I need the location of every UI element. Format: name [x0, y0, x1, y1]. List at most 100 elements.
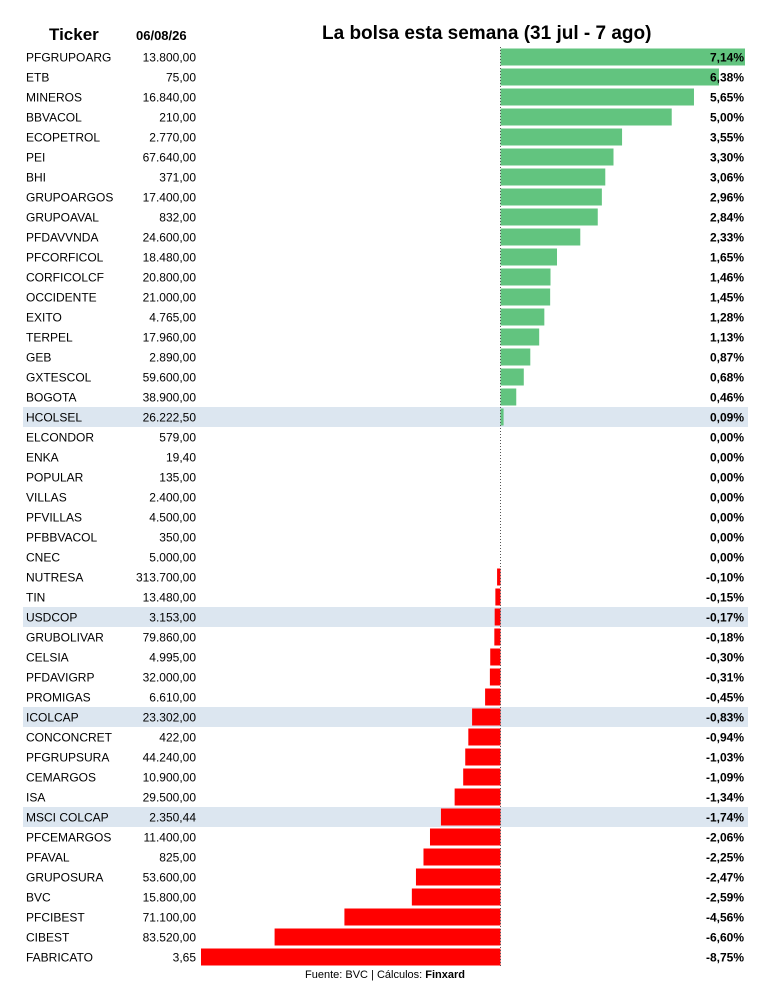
price-value-gxtescol: 59.600,00	[143, 371, 197, 385]
ticker-label-corficolcf: CORFICOLCF	[26, 271, 104, 285]
ticker-label-hcolsel: HCOLSEL	[26, 411, 82, 425]
price-value-terpel: 17.960,00	[143, 331, 197, 345]
price-value-cnec: 5.000,00	[149, 551, 196, 565]
bar-pfgrupsura	[465, 748, 501, 766]
bar-usdcop	[494, 608, 501, 626]
price-value-pei: 67.640,00	[143, 151, 197, 165]
ticker-label-bbvacol: BBVACOL	[26, 111, 82, 125]
price-value-pfaval: 825,00	[159, 851, 196, 865]
price-value-icolcap: 23.302,00	[143, 711, 197, 725]
change-label-corficolcf: 1,46%	[710, 271, 744, 285]
highlight-row-usdcop	[23, 607, 748, 627]
bar-bvc	[411, 888, 501, 906]
ticker-label-enka: ENKA	[26, 451, 59, 465]
ticker-column-header: Ticker	[49, 25, 99, 44]
ticker-label-bvc: BVC	[26, 891, 51, 905]
price-value-cibest: 83.520,00	[143, 931, 197, 945]
ticker-label-cemargos: CEMARGOS	[26, 771, 96, 785]
ticker-label-mineros: MINEROS	[26, 91, 82, 105]
change-label-pfdavigrp: -0,31%	[706, 671, 744, 685]
change-label-etb: 6,38%	[710, 71, 744, 85]
bar-ecopetrol	[500, 128, 623, 146]
change-label-celsia: -0,30%	[706, 651, 744, 665]
change-label-fabricato: -8,75%	[706, 951, 744, 965]
change-label-pfcorficol: 1,65%	[710, 251, 744, 265]
change-label-pfaval: -2,25%	[706, 851, 744, 865]
ticker-label-pei: PEI	[26, 151, 45, 165]
bar-promigas	[485, 688, 501, 706]
bar-etb	[500, 68, 719, 86]
change-label-grupoargos: 2,96%	[710, 191, 744, 205]
price-value-cemargos: 10.900,00	[143, 771, 197, 785]
bar-pfdavvnda	[500, 228, 581, 246]
ticker-label-pfgrupoarg: PFGRUPOARG	[26, 51, 111, 65]
change-label-bhi: 3,06%	[710, 171, 744, 185]
bar-gruposura	[415, 868, 501, 886]
change-label-pfbbvacol: 0,00%	[710, 531, 744, 545]
price-value-promigas: 6.610,00	[149, 691, 196, 705]
ticker-label-bhi: BHI	[26, 171, 46, 185]
price-value-tin: 13.480,00	[143, 591, 197, 605]
ticker-label-cibest: CIBEST	[26, 931, 70, 945]
change-label-bbvacol: 5,00%	[710, 111, 744, 125]
bar-gxtescol	[500, 368, 524, 386]
ticker-label-pfcorficol: PFCORFICOL	[26, 251, 104, 265]
change-label-tin: -0,15%	[706, 591, 744, 605]
price-value-isa: 29.500,00	[143, 791, 197, 805]
ticker-label-grupoaval: GRUPOAVAL	[26, 211, 99, 225]
change-label-pfvillas: 0,00%	[710, 511, 744, 525]
ticker-label-pfgrupsura: PFGRUPSURA	[26, 751, 109, 765]
price-value-pfcorficol: 18.480,00	[143, 251, 197, 265]
footer-brand: Finxard	[425, 969, 465, 981]
change-label-ecopetrol: 3,55%	[710, 131, 744, 145]
change-label-gxtescol: 0,68%	[710, 371, 744, 385]
ticker-label-promigas: PROMIGAS	[26, 691, 91, 705]
ticker-label-exito: EXITO	[26, 311, 62, 325]
bar-bbvacol	[500, 108, 672, 126]
bar-pfcorficol	[500, 248, 558, 266]
price-value-bbvacol: 210,00	[159, 111, 196, 125]
price-value-pfgrupoarg: 13.800,00	[143, 51, 197, 65]
change-label-terpel: 1,13%	[710, 331, 744, 345]
change-label-grupoaval: 2,84%	[710, 211, 744, 225]
change-label-pfdavvnda: 2,33%	[710, 231, 744, 245]
bar-bogota	[500, 388, 517, 406]
price-value-pfcibest: 71.100,00	[143, 911, 197, 925]
price-value-bhi: 371,00	[159, 171, 196, 185]
bar-mineros	[500, 88, 694, 106]
ticker-label-msci-colcap: MSCI COLCAP	[26, 811, 109, 825]
price-value-occidente: 21.000,00	[143, 291, 197, 305]
bar-cibest	[274, 928, 501, 946]
change-label-msci-colcap: -1,74%	[706, 811, 744, 825]
price-value-elcondor: 579,00	[159, 431, 196, 445]
change-label-cibest: -6,60%	[706, 931, 744, 945]
bar-nutresa	[497, 568, 501, 586]
ticker-label-conconcret: CONCONCRET	[26, 731, 113, 745]
price-value-mineros: 16.840,00	[143, 91, 197, 105]
ticker-label-usdcop: USDCOP	[26, 611, 77, 625]
footer-source-text: Fuente: BVC | Cálculos:	[305, 969, 426, 981]
change-label-pei: 3,30%	[710, 151, 744, 165]
bar-msci-colcap	[440, 808, 501, 826]
ticker-label-grupoargos: GRUPOARGOS	[26, 191, 113, 205]
change-label-gruposura: -2,47%	[706, 871, 744, 885]
ticker-label-pfvillas: PFVILLAS	[26, 511, 82, 525]
bar-cemargos	[463, 768, 501, 786]
price-value-exito: 4.765,00	[149, 311, 196, 325]
bar-bhi	[500, 168, 606, 186]
price-value-bvc: 15.800,00	[143, 891, 197, 905]
bar-icolcap	[472, 708, 501, 726]
change-label-cnec: 0,00%	[710, 551, 744, 565]
price-value-usdcop: 3.153,00	[149, 611, 196, 625]
bar-conconcret	[468, 728, 501, 746]
change-label-pfcemargos: -2,06%	[706, 831, 744, 845]
change-label-geb: 0,87%	[710, 351, 744, 365]
price-value-geb: 2.890,00	[149, 351, 196, 365]
bar-terpel	[500, 328, 540, 346]
change-label-promigas: -0,45%	[706, 691, 744, 705]
price-value-hcolsel: 26.222,50	[143, 411, 197, 425]
ticker-label-pfdavigrp: PFDAVIGRP	[26, 671, 94, 685]
change-label-isa: -1,34%	[706, 791, 744, 805]
price-value-grupoaval: 832,00	[159, 211, 196, 225]
